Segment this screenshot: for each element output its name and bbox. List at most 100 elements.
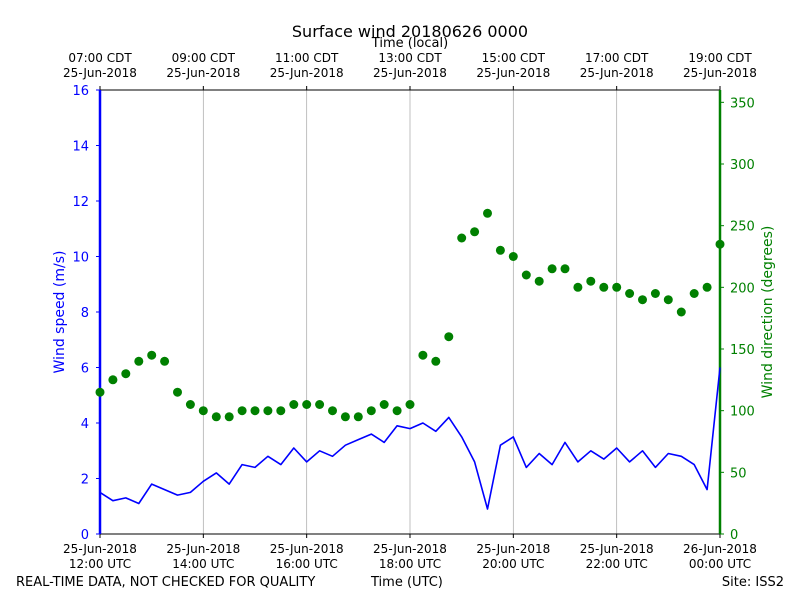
top-tick-time: 19:00 CDT [688, 51, 752, 65]
wind-direction-point [289, 400, 299, 409]
bottom-tick-date: 25-Jun-2018 [63, 542, 137, 556]
chart-title: Surface wind 20180626 0000 [292, 22, 528, 41]
top-tick-time: 15:00 CDT [482, 51, 546, 65]
right-tick-label: 250 [730, 220, 755, 235]
left-tick-label: 8 [81, 306, 89, 321]
wind-direction-point [521, 270, 531, 280]
wind-direction-point [366, 406, 376, 416]
right-axis-label: Wind direction (degrees) [760, 226, 776, 399]
top-tick-time: 11:00 CDT [275, 51, 339, 65]
wind-direction-point [173, 387, 182, 397]
wind-direction-point [663, 295, 673, 305]
right-tick-label: 50 [730, 466, 747, 481]
bottom-tick-time: 00:00 UTC [689, 557, 751, 571]
bottom-tick-date: 25-Jun-2018 [373, 542, 447, 556]
wind-direction-point [108, 375, 118, 385]
wind-direction-point [95, 387, 105, 397]
wind-direction-point [715, 239, 725, 249]
wind-direction-point [276, 406, 286, 416]
bottom-tick-date: 25-Jun-2018 [270, 542, 344, 556]
right-tick-label: 0 [730, 528, 738, 543]
wind-direction-point [263, 406, 273, 416]
wind-direction-point [650, 289, 660, 298]
right-tick-label: 300 [730, 158, 755, 173]
bottom-tick-time: 20:00 UTC [482, 557, 544, 571]
wind-direction-point [676, 307, 686, 317]
top-tick-date: 25-Jun-2018 [63, 66, 137, 80]
bottom-tick-time: 12:00 UTC [69, 557, 131, 571]
wind-direction-point [198, 406, 208, 416]
left-tick-label: 4 [81, 417, 89, 432]
wind-direction-point [586, 276, 596, 286]
wind-direction-point [612, 282, 622, 292]
wind-direction-point [340, 412, 350, 422]
bottom-tick-date: 26-Jun-2018 [683, 542, 757, 556]
wind-direction-point [495, 245, 505, 255]
left-tick-label: 6 [81, 362, 89, 377]
top-tick-date: 25-Jun-2018 [580, 66, 654, 80]
right-tick-label: 100 [730, 405, 755, 420]
wind-direction-point [444, 332, 454, 342]
top-axis-label: Time (local) [371, 36, 448, 51]
wind-direction-point [250, 406, 260, 416]
wind-direction-point [560, 264, 570, 274]
wind-direction-point [483, 208, 492, 218]
wind-direction-point [211, 412, 221, 422]
wind-direction-point [457, 233, 467, 243]
wind-direction-point [625, 289, 635, 298]
left-tick-label: 16 [72, 84, 89, 99]
top-tick-time: 13:00 CDT [378, 51, 442, 65]
bottom-tick-date: 25-Jun-2018 [580, 542, 654, 556]
top-tick-date: 25-Jun-2018 [270, 66, 344, 80]
top-tick-time: 17:00 CDT [585, 51, 649, 65]
left-tick-label: 0 [81, 528, 89, 543]
wind-direction-point [599, 282, 609, 292]
bottom-tick-time: 18:00 UTC [379, 557, 441, 571]
wind-direction-point [121, 369, 131, 379]
wind-direction-point [547, 264, 557, 274]
wind-direction-point [185, 400, 195, 409]
left-tick-label: 2 [81, 473, 89, 488]
wind-direction-point [302, 400, 312, 409]
wind-direction-point [431, 356, 441, 366]
top-tick-date: 25-Jun-2018 [373, 66, 447, 80]
wind-direction-point [638, 295, 647, 305]
wind-direction-point [418, 350, 428, 360]
top-tick-time: 09:00 CDT [172, 51, 236, 65]
wind-direction-point [534, 276, 544, 286]
left-tick-label: 14 [72, 140, 89, 155]
bottom-tick-time: 16:00 UTC [276, 557, 338, 571]
top-tick-time: 07:00 CDT [68, 51, 132, 65]
wind-direction-point [147, 350, 157, 360]
left-tick-label: 12 [72, 195, 89, 210]
bottom-axis-label: Time (UTC) [371, 575, 443, 590]
wind-direction-point [224, 412, 234, 422]
wind-direction-point [470, 227, 480, 237]
top-tick-date: 25-Jun-2018 [166, 66, 240, 80]
left-tick-label: 10 [72, 251, 89, 266]
bottom-tick-date: 25-Jun-2018 [166, 542, 240, 556]
wind-speed-line [99, 367, 721, 510]
top-tick-date: 25-Jun-2018 [476, 66, 550, 80]
top-tick-date: 25-Jun-2018 [683, 66, 757, 80]
bottom-tick-time: 22:00 UTC [586, 557, 648, 571]
wind-direction-point [379, 400, 389, 409]
wind-direction-point [134, 356, 144, 366]
quality-disclaimer: REAL-TIME DATA, NOT CHECKED FOR QUALITY [16, 575, 316, 590]
wind-direction-point [405, 400, 415, 409]
wind-direction-point [160, 356, 170, 366]
wind-direction-point [689, 289, 699, 298]
site-label: Site: ISS2 [721, 575, 784, 590]
wind-direction-point [353, 412, 363, 422]
wind-direction-point [328, 406, 337, 416]
wind-direction-point [702, 282, 712, 292]
right-tick-label: 200 [730, 281, 755, 296]
right-tick-label: 150 [730, 343, 755, 358]
wind-direction-point [392, 406, 402, 416]
left-axis-label: Wind speed (m/s) [52, 251, 68, 374]
wind-direction-point [508, 252, 518, 261]
wind-direction-point [237, 406, 247, 416]
wind-direction-point [573, 282, 583, 292]
bottom-tick-time: 14:00 UTC [172, 557, 234, 571]
